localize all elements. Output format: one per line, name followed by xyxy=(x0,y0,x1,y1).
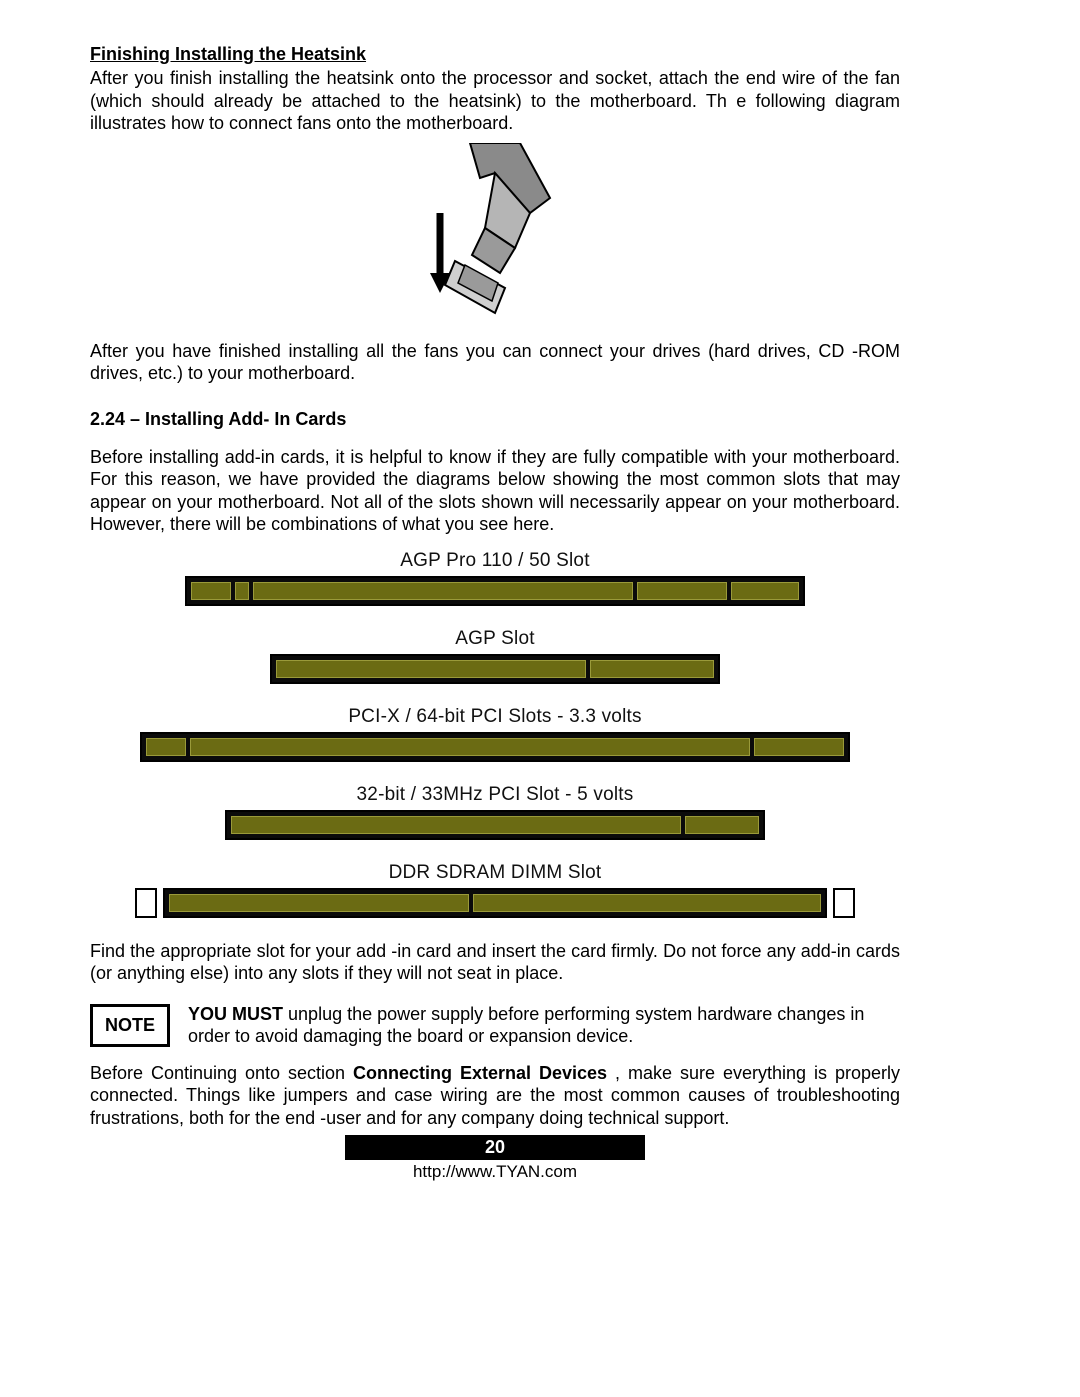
slot-segment xyxy=(473,894,821,912)
slot-segment xyxy=(276,660,586,678)
paragraph-after-fans: After you have finished installing all t… xyxy=(90,340,900,385)
paragraph-heatsink-attach: After you finish installing the heatsink… xyxy=(90,67,900,135)
heatsink-fan-diagram xyxy=(400,143,590,328)
slot-segment xyxy=(235,582,249,600)
slots-figure: AGP Pro 110 / 50 Slot AGP Slot PCI-X / 6… xyxy=(135,550,855,918)
slot-segment xyxy=(231,816,681,834)
slot-label-agp-pro: AGP Pro 110 / 50 Slot xyxy=(135,550,855,572)
slot-segment xyxy=(590,660,714,678)
slot-label-agp: AGP Slot xyxy=(135,628,855,650)
slot-segment xyxy=(253,582,633,600)
slot-segment xyxy=(637,582,727,600)
slot-segment xyxy=(731,582,799,600)
heading-finishing-heatsink: Finishing Installing the Heatsink xyxy=(90,44,900,65)
dimm-clip-left xyxy=(135,888,157,918)
slot-label-dimm: DDR SDRAM DIMM Slot xyxy=(135,862,855,884)
slot-agp xyxy=(270,654,720,684)
slot-pcix xyxy=(140,732,850,762)
slot-dimm-row xyxy=(135,888,855,918)
note-box: NOTE xyxy=(90,1004,170,1047)
note-text: YOU MUST unplug the power supply before … xyxy=(188,1003,900,1048)
slot-label-pcix: PCI-X / 64-bit PCI Slots - 3.3 volts xyxy=(135,706,855,728)
slot-segment xyxy=(169,894,469,912)
note-body: unplug the power supply before performin… xyxy=(188,1004,864,1047)
slot-pci32 xyxy=(225,810,765,840)
manual-page: Finishing Installing the Heatsink After … xyxy=(90,44,900,1182)
paragraph-addin-intro: Before installing add-in cards, it is he… xyxy=(90,446,900,536)
dimm-clip-right xyxy=(833,888,855,918)
slot-segment xyxy=(191,582,231,600)
paragraph-insert-card: Find the appropriate slot for your add -… xyxy=(90,940,900,985)
slot-dimm xyxy=(163,888,827,918)
slot-segment xyxy=(146,738,186,756)
slot-agp-pro xyxy=(185,576,805,606)
note-you-must: YOU MUST xyxy=(188,1004,283,1024)
page-number-bar: 20 xyxy=(345,1135,645,1160)
section-heading-224: 2.24 – Installing Add- In Cards xyxy=(90,409,900,430)
slot-segment xyxy=(190,738,750,756)
para5-a: Before Continuing onto section xyxy=(90,1063,353,1083)
slot-segment xyxy=(685,816,759,834)
note-row: NOTE YOU MUST unplug the power supply be… xyxy=(90,1003,900,1048)
footer-url: http://www.TYAN.com xyxy=(90,1162,900,1182)
slot-segment xyxy=(754,738,844,756)
paragraph-before-continuing: Before Continuing onto section Connectin… xyxy=(90,1062,900,1130)
slot-label-pci32: 32-bit / 33MHz PCI Slot - 5 volts xyxy=(135,784,855,806)
para5-bold: Connecting External Devices xyxy=(353,1063,607,1083)
